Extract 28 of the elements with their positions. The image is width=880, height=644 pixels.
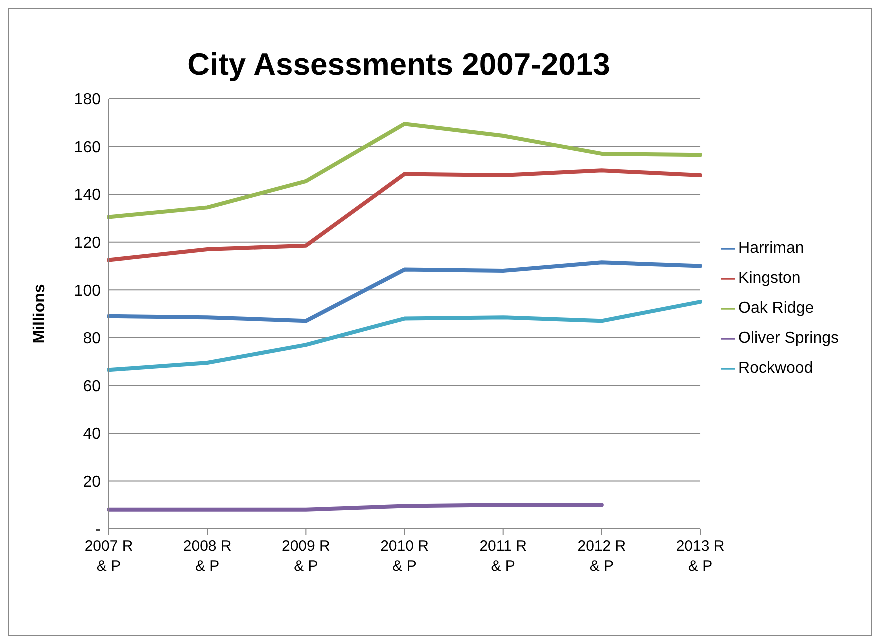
x-tick-label: 2010 R & P (380, 538, 430, 575)
x-tick-label: 2013 R & P (676, 538, 725, 575)
y-tick-label: 80 (83, 330, 102, 348)
y-tick-label: 120 (74, 235, 102, 252)
line-series (107, 168, 703, 262)
legend-label: Harriman (738, 240, 804, 257)
y-axis-title: Millions (32, 284, 49, 344)
chart-title: City Assessments 2007-2013 (186, 47, 612, 83)
line-series (107, 260, 703, 324)
x-tick-label: 2008 R & P (183, 538, 232, 575)
y-tick-label: 60 (83, 378, 102, 396)
y-tick-label: 160 (74, 139, 102, 156)
legend-label: Oliver Springs (738, 330, 839, 347)
y-tick-label: 180 (74, 92, 102, 109)
x-tick-label: 2012 R & P (578, 538, 626, 575)
y-tick-label: 40 (83, 426, 102, 444)
line-series (107, 122, 703, 220)
y-tick-label: 100 (74, 282, 102, 300)
y-tick-label: 20 (83, 474, 102, 491)
x-tick-label: 2011 R & P (480, 538, 528, 575)
legend-label: Kingston (738, 270, 801, 287)
y-tick-label: - (96, 522, 101, 539)
y-tick-label: 140 (74, 187, 102, 204)
x-tick-label: 2007 R & P (84, 538, 134, 575)
line-series (107, 300, 703, 372)
legend-label: Rockwood (738, 360, 814, 377)
x-tick-label: 2009 R & P (282, 538, 331, 575)
legend-label: Oak Ridge (738, 300, 814, 317)
